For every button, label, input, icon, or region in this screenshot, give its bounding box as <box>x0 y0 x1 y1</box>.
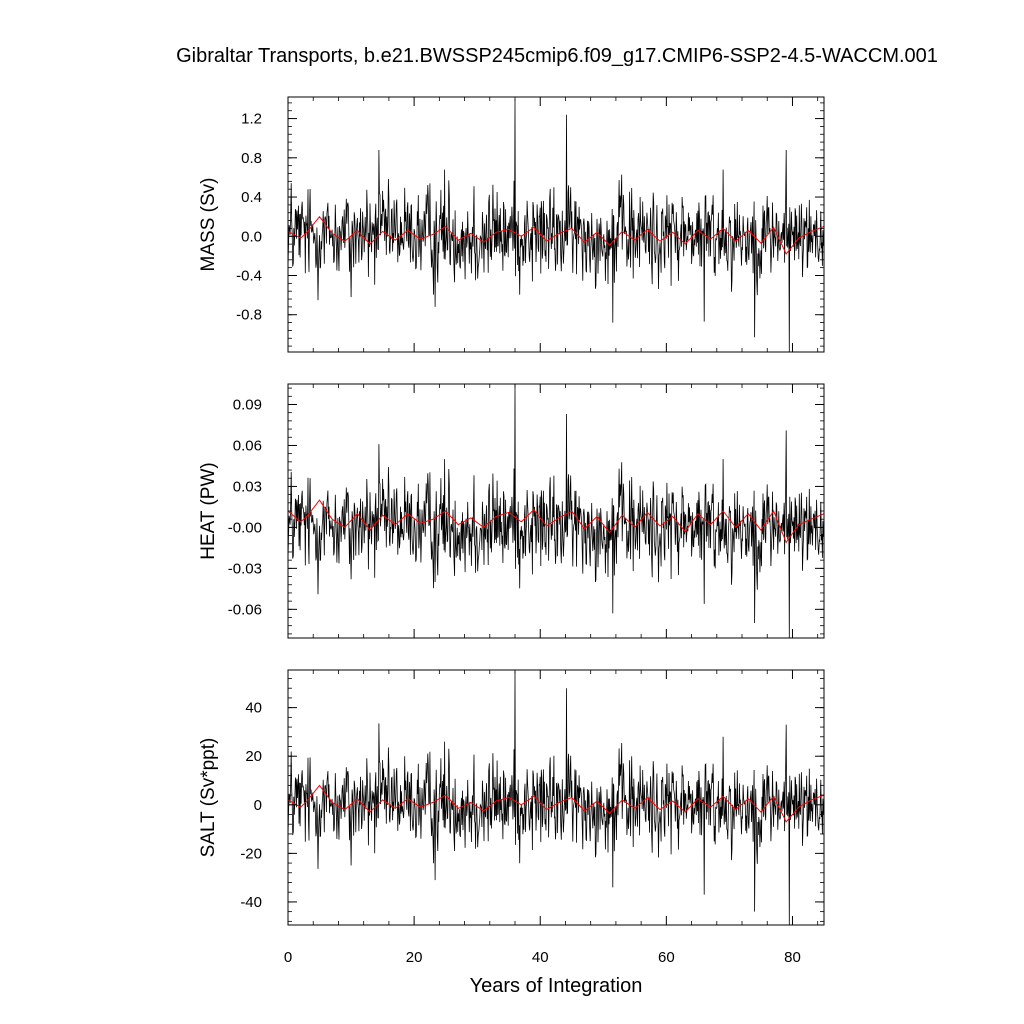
salt-ytick-label: 0 <box>254 797 262 814</box>
x-axis-label: Years of Integration <box>469 975 643 997</box>
chart-title: Gibraltar Transports, b.e21.BWSSP245cmip… <box>176 45 938 67</box>
mass-ytick-label: 0.8 <box>241 150 262 167</box>
salt-ytick-label: 20 <box>245 748 262 765</box>
mass-monthly-series <box>287 98 825 353</box>
salt-ytick-label: -20 <box>240 845 262 862</box>
heat-ytick-label: 0.06 <box>233 437 262 454</box>
mass-ytick-label: 0.0 <box>241 228 262 245</box>
salt-ytick-label: 40 <box>245 700 262 717</box>
salt-monthly-series <box>287 671 825 926</box>
mass-ytick-label: 1.2 <box>241 111 262 128</box>
x-tick-label: 20 <box>406 949 423 966</box>
heat-monthly-series <box>287 383 825 639</box>
x-tick-label: 60 <box>658 949 675 966</box>
salt-ytick-label: -40 <box>240 894 262 911</box>
heat-smoothed-series <box>287 499 825 544</box>
x-tick-label: 80 <box>784 949 801 966</box>
heat-ytick-label: 0.03 <box>233 478 262 495</box>
salt-smoothed-series <box>287 784 825 823</box>
x-tick-label: 0 <box>284 949 292 966</box>
heat-ytick-label: 0.09 <box>233 396 262 413</box>
mass-y-axis-label: MASS (Sv) <box>198 178 219 272</box>
x-tick-label: 40 <box>532 949 549 966</box>
heat-ytick-label: -0.06 <box>228 601 262 618</box>
mass-ytick-label: 0.4 <box>241 189 262 206</box>
salt-plot-frame <box>287 669 825 926</box>
salt-y-axis-label: SALT (Sv*ppt) <box>198 738 219 858</box>
heat-ytick-label: -0.00 <box>228 519 262 536</box>
mass-ytick-label: -0.8 <box>236 307 262 324</box>
mass-ytick-label: -0.4 <box>236 268 262 285</box>
mass-smoothed-series <box>287 215 825 255</box>
heat-ytick-label: -0.03 <box>228 560 262 577</box>
heat-y-axis-label: HEAT (PW) <box>198 462 219 559</box>
mass-plot-frame <box>287 96 825 353</box>
